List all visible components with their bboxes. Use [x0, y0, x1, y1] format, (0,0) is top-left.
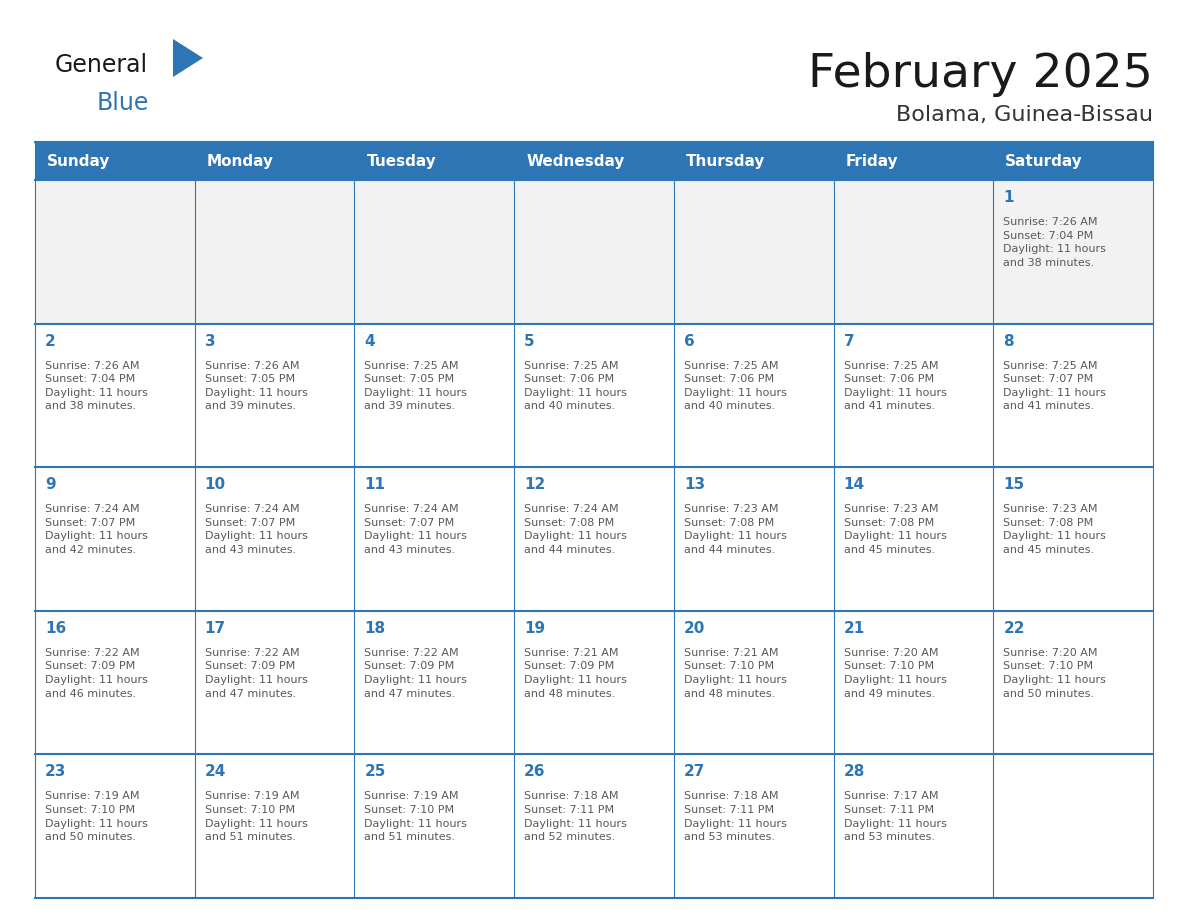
Text: 12: 12 [524, 477, 545, 492]
Text: 20: 20 [684, 621, 706, 636]
Text: 14: 14 [843, 477, 865, 492]
Text: 4: 4 [365, 333, 375, 349]
Text: 5: 5 [524, 333, 535, 349]
Text: 16: 16 [45, 621, 67, 636]
Text: 23: 23 [45, 765, 67, 779]
Text: Sunrise: 7:22 AM
Sunset: 7:09 PM
Daylight: 11 hours
and 47 minutes.: Sunrise: 7:22 AM Sunset: 7:09 PM Dayligh… [204, 648, 308, 699]
Text: 6: 6 [684, 333, 695, 349]
Text: Sunrise: 7:21 AM
Sunset: 7:10 PM
Daylight: 11 hours
and 48 minutes.: Sunrise: 7:21 AM Sunset: 7:10 PM Dayligh… [684, 648, 786, 699]
Text: Sunrise: 7:20 AM
Sunset: 7:10 PM
Daylight: 11 hours
and 50 minutes.: Sunrise: 7:20 AM Sunset: 7:10 PM Dayligh… [1004, 648, 1106, 699]
Text: Sunrise: 7:26 AM
Sunset: 7:04 PM
Daylight: 11 hours
and 38 minutes.: Sunrise: 7:26 AM Sunset: 7:04 PM Dayligh… [45, 361, 147, 411]
Text: Sunrise: 7:25 AM
Sunset: 7:07 PM
Daylight: 11 hours
and 41 minutes.: Sunrise: 7:25 AM Sunset: 7:07 PM Dayligh… [1004, 361, 1106, 411]
Text: Saturday: Saturday [1005, 153, 1083, 169]
Text: 19: 19 [524, 621, 545, 636]
Text: Blue: Blue [97, 91, 150, 115]
Bar [34, 180, 1154, 324]
Text: Sunrise: 7:17 AM
Sunset: 7:11 PM
Daylight: 11 hours
and 53 minutes.: Sunrise: 7:17 AM Sunset: 7:11 PM Dayligh… [843, 791, 947, 842]
Text: 8: 8 [1004, 333, 1013, 349]
Text: Tuesday: Tuesday [366, 153, 436, 169]
Text: General: General [55, 53, 148, 77]
Text: Sunrise: 7:24 AM
Sunset: 7:07 PM
Daylight: 11 hours
and 43 minutes.: Sunrise: 7:24 AM Sunset: 7:07 PM Dayligh… [204, 504, 308, 555]
Text: 1: 1 [1004, 190, 1013, 205]
Text: Sunrise: 7:19 AM
Sunset: 7:10 PM
Daylight: 11 hours
and 51 minutes.: Sunrise: 7:19 AM Sunset: 7:10 PM Dayligh… [204, 791, 308, 842]
Text: 11: 11 [365, 477, 385, 492]
Text: 28: 28 [843, 765, 865, 779]
Text: 22: 22 [1004, 621, 1025, 636]
Text: Sunday: Sunday [48, 153, 110, 169]
Text: 2: 2 [45, 333, 56, 349]
Text: Sunrise: 7:21 AM
Sunset: 7:09 PM
Daylight: 11 hours
and 48 minutes.: Sunrise: 7:21 AM Sunset: 7:09 PM Dayligh… [524, 648, 627, 699]
Text: Sunrise: 7:24 AM
Sunset: 7:07 PM
Daylight: 11 hours
and 42 minutes.: Sunrise: 7:24 AM Sunset: 7:07 PM Dayligh… [45, 504, 147, 555]
Text: Sunrise: 7:24 AM
Sunset: 7:08 PM
Daylight: 11 hours
and 44 minutes.: Sunrise: 7:24 AM Sunset: 7:08 PM Dayligh… [524, 504, 627, 555]
Text: 3: 3 [204, 333, 215, 349]
Text: Sunrise: 7:19 AM
Sunset: 7:10 PM
Daylight: 11 hours
and 50 minutes.: Sunrise: 7:19 AM Sunset: 7:10 PM Dayligh… [45, 791, 147, 842]
Text: Sunrise: 7:25 AM
Sunset: 7:05 PM
Daylight: 11 hours
and 39 minutes.: Sunrise: 7:25 AM Sunset: 7:05 PM Dayligh… [365, 361, 467, 411]
Text: 10: 10 [204, 477, 226, 492]
Text: Thursday: Thursday [685, 153, 765, 169]
Text: Sunrise: 7:22 AM
Sunset: 7:09 PM
Daylight: 11 hours
and 47 minutes.: Sunrise: 7:22 AM Sunset: 7:09 PM Dayligh… [365, 648, 467, 699]
Text: Bolama, Guinea-Bissau: Bolama, Guinea-Bissau [896, 105, 1154, 125]
Text: Sunrise: 7:26 AM
Sunset: 7:04 PM
Daylight: 11 hours
and 38 minutes.: Sunrise: 7:26 AM Sunset: 7:04 PM Dayligh… [1004, 217, 1106, 268]
Text: Sunrise: 7:24 AM
Sunset: 7:07 PM
Daylight: 11 hours
and 43 minutes.: Sunrise: 7:24 AM Sunset: 7:07 PM Dayligh… [365, 504, 467, 555]
Text: Sunrise: 7:19 AM
Sunset: 7:10 PM
Daylight: 11 hours
and 51 minutes.: Sunrise: 7:19 AM Sunset: 7:10 PM Dayligh… [365, 791, 467, 842]
Polygon shape [173, 39, 203, 77]
Text: Sunrise: 7:18 AM
Sunset: 7:11 PM
Daylight: 11 hours
and 53 minutes.: Sunrise: 7:18 AM Sunset: 7:11 PM Dayligh… [684, 791, 786, 842]
Text: Sunrise: 7:20 AM
Sunset: 7:10 PM
Daylight: 11 hours
and 49 minutes.: Sunrise: 7:20 AM Sunset: 7:10 PM Dayligh… [843, 648, 947, 699]
Text: 9: 9 [45, 477, 56, 492]
Text: 27: 27 [684, 765, 706, 779]
Text: 7: 7 [843, 333, 854, 349]
Text: 17: 17 [204, 621, 226, 636]
Text: Friday: Friday [846, 153, 898, 169]
Text: Sunrise: 7:22 AM
Sunset: 7:09 PM
Daylight: 11 hours
and 46 minutes.: Sunrise: 7:22 AM Sunset: 7:09 PM Dayligh… [45, 648, 147, 699]
Text: Sunrise: 7:18 AM
Sunset: 7:11 PM
Daylight: 11 hours
and 52 minutes.: Sunrise: 7:18 AM Sunset: 7:11 PM Dayligh… [524, 791, 627, 842]
Text: Sunrise: 7:23 AM
Sunset: 7:08 PM
Daylight: 11 hours
and 45 minutes.: Sunrise: 7:23 AM Sunset: 7:08 PM Dayligh… [843, 504, 947, 555]
Text: February 2025: February 2025 [808, 52, 1154, 97]
Text: 25: 25 [365, 765, 386, 779]
Text: 15: 15 [1004, 477, 1024, 492]
Text: Sunrise: 7:26 AM
Sunset: 7:05 PM
Daylight: 11 hours
and 39 minutes.: Sunrise: 7:26 AM Sunset: 7:05 PM Dayligh… [204, 361, 308, 411]
Text: Sunrise: 7:25 AM
Sunset: 7:06 PM
Daylight: 11 hours
and 40 minutes.: Sunrise: 7:25 AM Sunset: 7:06 PM Dayligh… [524, 361, 627, 411]
Text: Monday: Monday [207, 153, 273, 169]
Text: 24: 24 [204, 765, 226, 779]
Text: 13: 13 [684, 477, 704, 492]
Bar [34, 142, 1154, 180]
Text: Sunrise: 7:23 AM
Sunset: 7:08 PM
Daylight: 11 hours
and 45 minutes.: Sunrise: 7:23 AM Sunset: 7:08 PM Dayligh… [1004, 504, 1106, 555]
Text: 21: 21 [843, 621, 865, 636]
Text: Sunrise: 7:25 AM
Sunset: 7:06 PM
Daylight: 11 hours
and 40 minutes.: Sunrise: 7:25 AM Sunset: 7:06 PM Dayligh… [684, 361, 786, 411]
Text: Wednesday: Wednesday [526, 153, 625, 169]
Text: Sunrise: 7:25 AM
Sunset: 7:06 PM
Daylight: 11 hours
and 41 minutes.: Sunrise: 7:25 AM Sunset: 7:06 PM Dayligh… [843, 361, 947, 411]
Text: Sunrise: 7:23 AM
Sunset: 7:08 PM
Daylight: 11 hours
and 44 minutes.: Sunrise: 7:23 AM Sunset: 7:08 PM Dayligh… [684, 504, 786, 555]
Text: 26: 26 [524, 765, 545, 779]
Text: 18: 18 [365, 621, 386, 636]
